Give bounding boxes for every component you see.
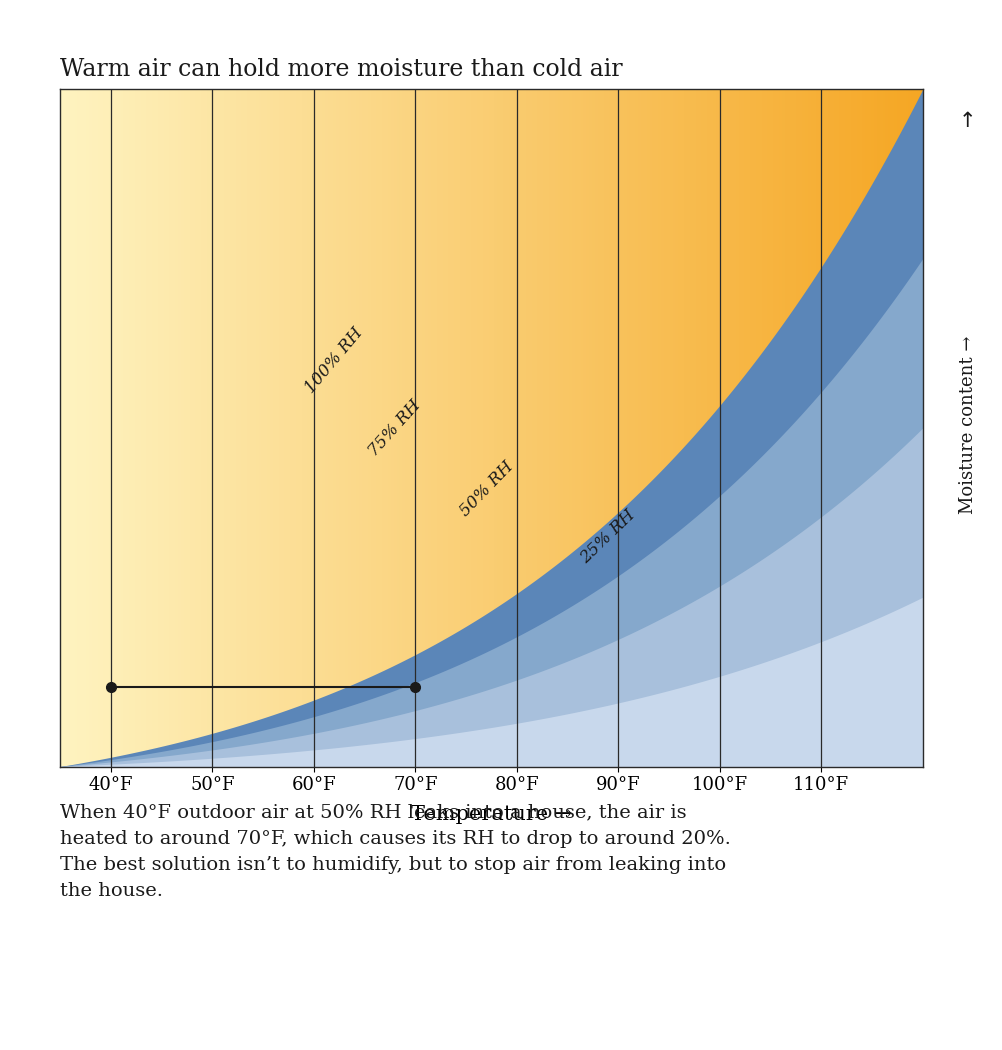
X-axis label: Temperature →: Temperature → [411,805,571,824]
Text: 100% RH: 100% RH [302,324,366,396]
Text: When 40°F outdoor air at 50% RH leaks into a house, the air is
heated to around : When 40°F outdoor air at 50% RH leaks in… [60,803,730,901]
Text: 25% RH: 25% RH [577,506,638,566]
Text: 75% RH: 75% RH [365,397,424,459]
Text: ↑: ↑ [958,110,976,131]
Text: 50% RH: 50% RH [456,458,516,520]
Text: Moisture content →: Moisture content → [958,336,976,514]
Text: Warm air can hold more moisture than cold air: Warm air can hold more moisture than col… [60,58,622,81]
